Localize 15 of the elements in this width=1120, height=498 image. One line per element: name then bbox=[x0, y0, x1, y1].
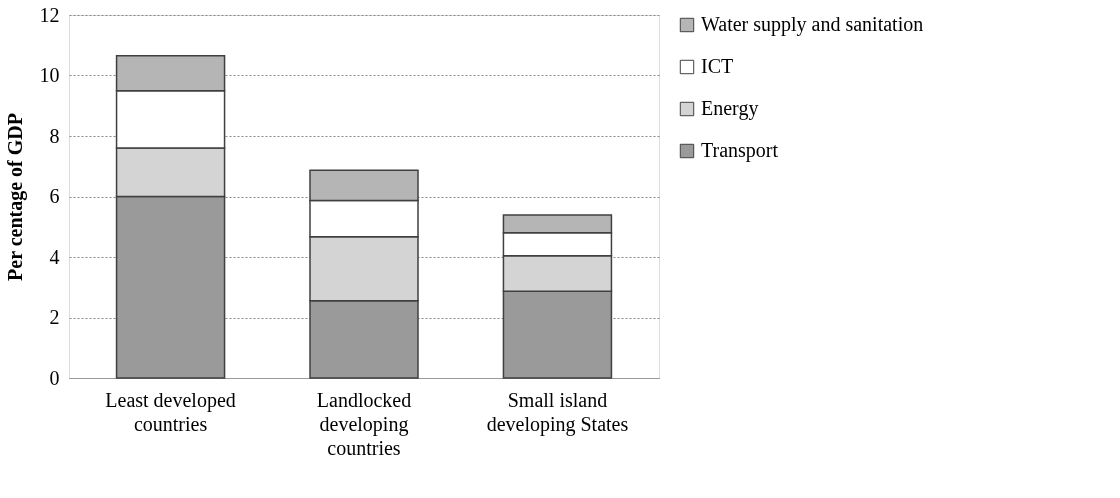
y-axis-title: Per centage of GDP bbox=[3, 113, 27, 281]
y-tick-label: 2 bbox=[49, 306, 60, 328]
legend-label: Transport bbox=[701, 139, 779, 162]
x-tick-label: Landlocked developing countries bbox=[316, 388, 412, 459]
y-tick-label: 12 bbox=[39, 3, 60, 26]
x-tick-label: Least developed countries bbox=[105, 388, 236, 435]
x-tick-label: Small island developing States bbox=[486, 388, 629, 436]
legend-label: Water supply and sanitation bbox=[701, 13, 924, 36]
y-tick-label: 0 bbox=[49, 366, 60, 389]
legend-label: ICT bbox=[701, 55, 734, 77]
y-tick-label: 4 bbox=[49, 245, 60, 268]
y-tick-label: 8 bbox=[49, 124, 60, 147]
legend-label: Energy bbox=[701, 97, 759, 120]
y-tick-label: 6 bbox=[49, 185, 60, 207]
y-tick-label: 10 bbox=[39, 64, 60, 86]
